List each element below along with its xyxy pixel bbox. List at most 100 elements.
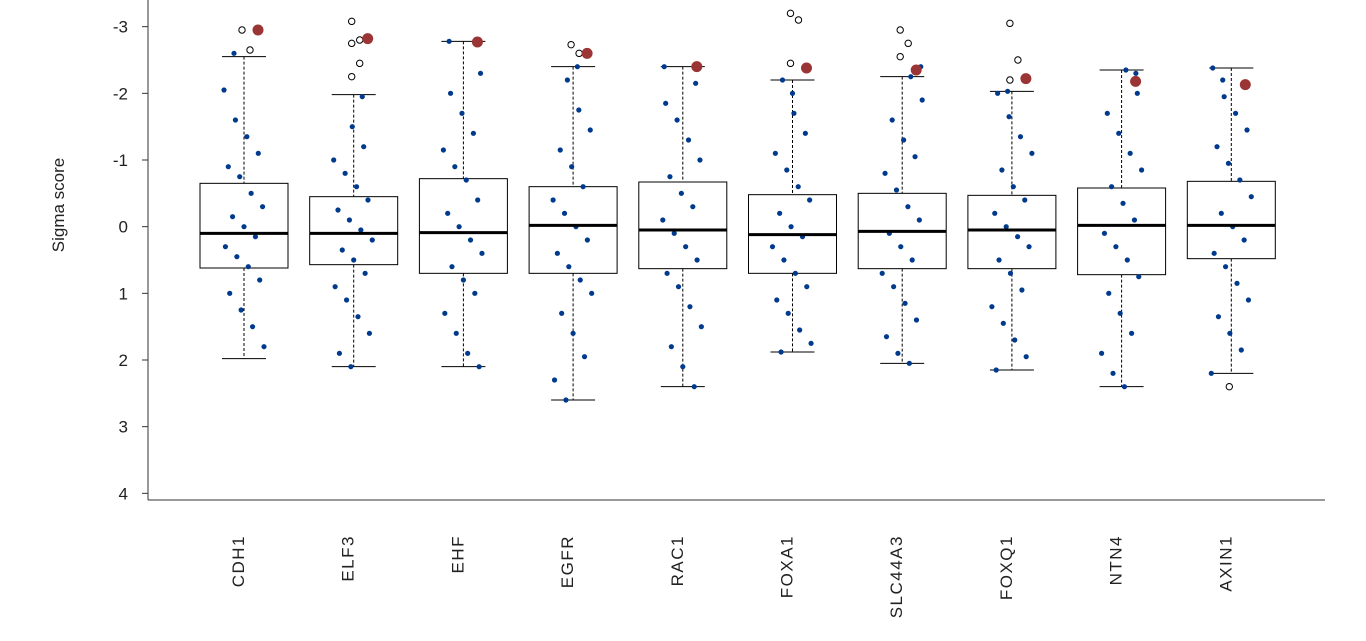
- data-point: [440, 147, 446, 153]
- data-point: [788, 224, 794, 230]
- data-point: [694, 257, 700, 263]
- data-point: [807, 197, 813, 203]
- data-point: [769, 244, 776, 250]
- x-tick-label: EGFR: [558, 535, 577, 588]
- data-point: [361, 144, 367, 150]
- data-point: [1248, 194, 1254, 200]
- data-point: [784, 167, 790, 173]
- data-point: [781, 257, 787, 263]
- data-point: [898, 244, 904, 250]
- data-point: [229, 214, 236, 220]
- data-point: [995, 90, 1001, 96]
- data-point: [1117, 310, 1123, 316]
- data-point: [680, 364, 686, 370]
- data-point: [1215, 314, 1222, 320]
- data-point: [661, 64, 667, 70]
- data-point: [227, 290, 233, 296]
- data-point: [1133, 70, 1139, 76]
- data-point: [1134, 90, 1140, 96]
- outlier: [1006, 19, 1014, 28]
- data-point: [1022, 197, 1028, 203]
- data-point: [1120, 200, 1126, 206]
- outlier: [896, 52, 904, 61]
- outlier: [1225, 382, 1234, 391]
- outlier: [786, 59, 795, 68]
- data-point: [664, 270, 670, 276]
- outlier: [567, 40, 575, 49]
- data-point: [470, 130, 476, 136]
- data-point: [883, 334, 890, 340]
- data-point: [255, 150, 261, 156]
- data-point: [369, 237, 375, 243]
- data-point: [808, 340, 814, 346]
- y-axis-title: Sigma score: [49, 158, 68, 252]
- data-point: [259, 204, 266, 210]
- box: [1186, 180, 1276, 260]
- data-point: [789, 90, 796, 96]
- data-point: [222, 244, 229, 250]
- data-point: [1136, 274, 1142, 280]
- data-point: [332, 284, 338, 290]
- data-point: [1232, 110, 1239, 116]
- outlier: [356, 36, 364, 44]
- data-point: [993, 367, 999, 373]
- data-point: [1211, 250, 1217, 256]
- box: [199, 182, 289, 269]
- outlier: [575, 49, 583, 58]
- data-point: [989, 304, 995, 310]
- data-point: [1026, 244, 1032, 250]
- outlier: [786, 9, 795, 18]
- data-point: [362, 270, 368, 276]
- data-point: [447, 90, 454, 96]
- data-point: [465, 350, 471, 356]
- data-point: [674, 117, 680, 123]
- box: [528, 186, 618, 274]
- data-point: [902, 300, 908, 306]
- data-point: [366, 330, 373, 336]
- x-tick-label: EHF: [448, 535, 467, 574]
- data-point: [1218, 210, 1224, 216]
- data-point: [999, 167, 1005, 173]
- outlier: [356, 59, 364, 68]
- data-point: [1234, 280, 1240, 286]
- data-point: [691, 384, 697, 390]
- outlier: [348, 72, 356, 81]
- data-point: [916, 217, 922, 223]
- x-tick-label: FOXA1: [778, 535, 797, 598]
- data-point: [442, 310, 448, 316]
- data-point: [1222, 264, 1229, 270]
- data-point: [804, 284, 810, 290]
- data-point: [905, 204, 911, 210]
- data-point: [1116, 130, 1122, 136]
- outlier: [348, 39, 356, 48]
- data-point: [261, 344, 267, 350]
- data-point: [580, 184, 586, 190]
- outlier: [794, 16, 803, 24]
- data-point: [671, 230, 677, 236]
- data-point: [225, 164, 231, 170]
- y-tick-label: 0: [119, 218, 128, 237]
- data-point: [1241, 237, 1247, 243]
- data-point: [693, 80, 699, 86]
- data-point: [778, 349, 784, 355]
- data-point: [577, 277, 583, 283]
- data-point: [1012, 337, 1018, 343]
- data-point: [445, 210, 451, 216]
- data-point: [889, 117, 895, 123]
- data-point: [472, 290, 478, 296]
- data-point: [1227, 330, 1233, 336]
- data-point: [777, 210, 783, 216]
- data-point: [1099, 350, 1105, 356]
- data-point: [349, 124, 355, 130]
- data-point: [698, 324, 704, 330]
- data-point: [690, 204, 696, 210]
- data-point: [479, 250, 485, 256]
- data-point: [1003, 224, 1009, 230]
- data-point: [249, 324, 256, 330]
- data-point: [792, 270, 798, 276]
- data-point: [1214, 144, 1220, 150]
- x-tick-label: CDH1: [229, 535, 248, 587]
- data-point: [248, 190, 254, 196]
- data-point: [785, 310, 791, 316]
- data-point: [1129, 330, 1135, 336]
